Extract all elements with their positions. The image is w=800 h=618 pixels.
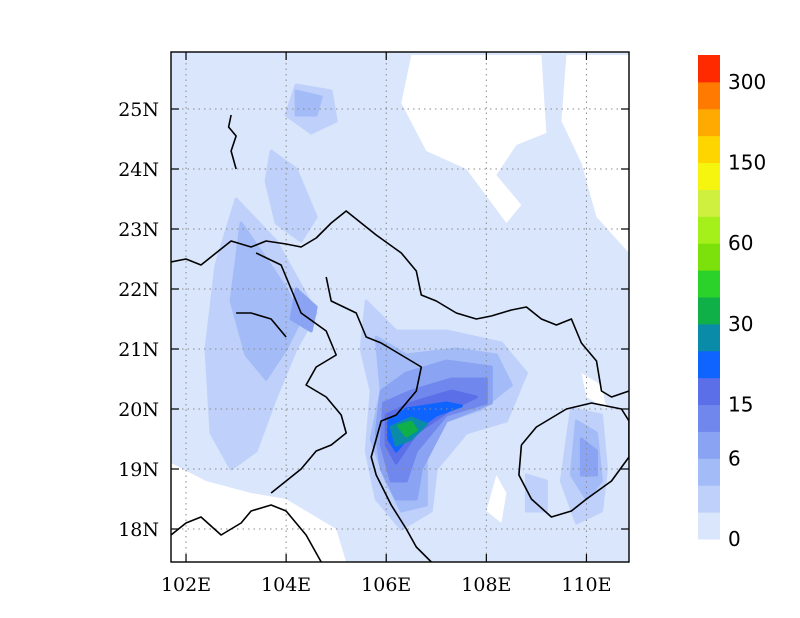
precip-region-level-2 — [294, 89, 323, 117]
lat-tick-label: 20N — [118, 399, 159, 421]
latitude-tick-labels: 18N 19N 20N 21N 22N 23N 24N 25N — [118, 99, 159, 541]
precip-region-level-3 — [579, 437, 598, 477]
precip-region-level-1 — [524, 473, 548, 513]
coastline-border — [171, 504, 322, 562]
coastline-border — [325, 276, 432, 562]
axis-ticks — [171, 52, 629, 562]
no-data-areas — [171, 55, 629, 562]
lat-tick-label: 24N — [118, 159, 159, 181]
colorbar-labels: 0 6 15 30 60 150 300 — [728, 70, 766, 551]
colorbar: 0 6 15 30 60 150 300 — [698, 55, 766, 551]
coastline-border — [227, 114, 237, 170]
colorbar-label: 30 — [728, 312, 753, 336]
precip-region-level-6 — [387, 401, 463, 453]
colorbar-swatch — [698, 431, 720, 459]
colorbar-swatch — [698, 458, 720, 486]
colorbar-swatch — [698, 135, 720, 164]
gridlines — [171, 52, 629, 562]
coastline-border — [236, 312, 287, 338]
precip-region-level-8 — [397, 420, 418, 438]
colorbar-swatch — [698, 108, 720, 137]
colorbar-swatch — [698, 162, 720, 190]
colorbar-swatch — [698, 485, 720, 513]
lon-tick-label: 106E — [361, 574, 411, 596]
colorbar-swatch — [698, 350, 720, 379]
precip-region-level-1 — [264, 149, 318, 243]
colorbar-swatch — [698, 81, 720, 110]
colorbar-swatch — [698, 243, 720, 271]
lon-tick-label: 102E — [161, 574, 211, 596]
no-data-region — [486, 475, 507, 523]
no-data-region — [171, 463, 347, 562]
coastline-border — [171, 210, 492, 320]
lon-tick-label: 108E — [461, 574, 511, 596]
no-data-region — [401, 55, 547, 223]
lat-tick-label: 23N — [118, 219, 159, 241]
coastline-border — [491, 306, 629, 398]
colorbar-swatch — [698, 55, 720, 83]
longitude-tick-labels: 102E 104E 106E 108E 110E — [161, 574, 612, 596]
boundaries-coastlines — [171, 114, 629, 562]
colorbar-label: 300 — [728, 70, 766, 94]
colorbar-swatch — [698, 216, 720, 244]
lat-tick-label: 21N — [118, 339, 159, 361]
plot-area — [170, 51, 630, 563]
colorbar-swatch — [698, 377, 720, 406]
precip-region-level-3 — [289, 287, 318, 333]
plot-frame — [170, 51, 630, 563]
colorbar-swatch — [698, 404, 720, 432]
colorbar-swatch — [698, 512, 720, 540]
coastline-border — [518, 402, 629, 518]
colorbar-swatch — [698, 189, 720, 217]
lat-tick-label: 22N — [118, 279, 159, 301]
lat-tick-label: 19N — [118, 459, 159, 481]
lon-tick-label: 104E — [261, 574, 311, 596]
no-data-region — [581, 373, 607, 409]
colorbar-swatches — [698, 55, 720, 540]
colorbar-swatch — [698, 297, 720, 325]
lat-tick-label: 25N — [118, 99, 159, 121]
colorbar-label: 6 — [728, 446, 741, 470]
colorbar-label: 15 — [728, 393, 753, 417]
coastline-border — [255, 252, 348, 494]
colorbar-label: 0 — [728, 527, 741, 551]
lat-tick-label: 18N — [118, 519, 159, 541]
colorbar-label: 60 — [728, 231, 753, 255]
colorbar-swatch — [698, 323, 720, 352]
colorbar-label: 150 — [728, 151, 766, 175]
no-data-region — [561, 55, 629, 253]
colorbar-swatch — [698, 270, 720, 298]
lon-tick-label: 110E — [561, 574, 611, 596]
